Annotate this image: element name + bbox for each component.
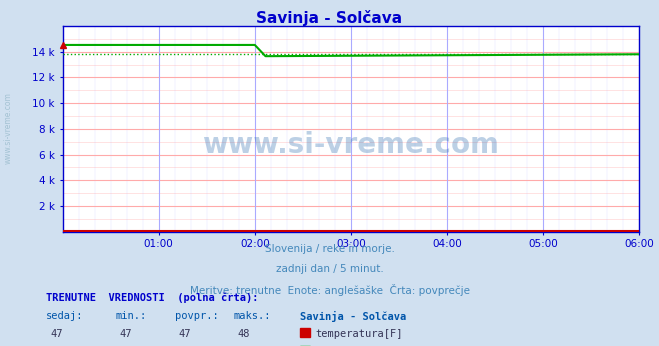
Text: 47: 47	[179, 329, 191, 339]
Text: Savinja - Solčava: Savinja - Solčava	[256, 10, 403, 26]
Text: Savinja - Solčava: Savinja - Solčava	[300, 311, 406, 322]
Text: 48: 48	[238, 329, 250, 339]
Text: www.si-vreme.com: www.si-vreme.com	[4, 92, 13, 164]
Text: 47: 47	[50, 329, 63, 339]
Text: 47: 47	[119, 329, 132, 339]
Text: min.:: min.:	[115, 311, 146, 321]
Text: www.si-vreme.com: www.si-vreme.com	[202, 131, 500, 160]
Text: Meritve: trenutne  Enote: anglešaške  Črta: povprečje: Meritve: trenutne Enote: anglešaške Črta…	[190, 284, 469, 296]
Text: zadnji dan / 5 minut.: zadnji dan / 5 minut.	[275, 264, 384, 274]
Text: temperatura[F]: temperatura[F]	[316, 329, 403, 339]
Text: sedaj:: sedaj:	[46, 311, 84, 321]
Text: TRENUTNE  VREDNOSTI  (polna črta):: TRENUTNE VREDNOSTI (polna črta):	[46, 292, 258, 303]
Text: povpr.:: povpr.:	[175, 311, 218, 321]
Text: Slovenija / reke in morje.: Slovenija / reke in morje.	[264, 244, 395, 254]
Text: maks.:: maks.:	[234, 311, 272, 321]
